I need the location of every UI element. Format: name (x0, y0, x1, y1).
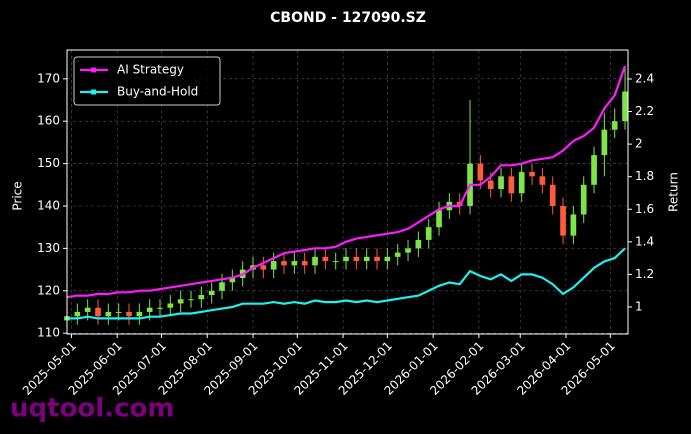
candle-body (343, 256, 349, 262)
return-line (67, 247, 626, 320)
chart-title: CBOND - 127090.SZ (270, 10, 426, 26)
candle-body (157, 307, 163, 309)
candle-body (394, 252, 401, 257)
y2-tick-label: 1.6 (635, 202, 654, 216)
y-axis-label: Price (11, 181, 25, 210)
candle-body (570, 214, 577, 236)
candle-body (508, 176, 515, 194)
y2-tick-label: 2 (635, 137, 643, 151)
y2-axis-label: Return (667, 172, 681, 212)
legend-label: AI Strategy (117, 63, 184, 77)
y2-tick-label: 2.4 (635, 71, 654, 85)
y-tick-label: 120 (37, 283, 60, 297)
candle-body (260, 265, 267, 270)
candle-body (177, 299, 184, 304)
y2-tick-label: 1.4 (635, 234, 654, 248)
candle-body (95, 307, 101, 317)
candle-body (539, 176, 546, 185)
candle-body (312, 256, 318, 266)
y-tick-label: 150 (37, 156, 60, 170)
legend-marker (91, 67, 96, 73)
candle-body (74, 311, 81, 317)
candle-body (487, 180, 494, 190)
y2-tick-label: 2.2 (635, 104, 654, 118)
y-tick-label: 130 (37, 241, 60, 255)
candle-body (611, 121, 618, 130)
y-tick-label: 140 (37, 198, 60, 212)
candle-body (146, 307, 153, 312)
candle-body (281, 261, 287, 266)
candle-body (384, 256, 391, 262)
candle-body (332, 261, 339, 263)
candle-body (84, 307, 91, 312)
candle-body (270, 261, 277, 270)
plot-frame (66, 49, 629, 335)
y2-tick-label: 1.8 (635, 169, 654, 183)
candle-body (208, 290, 215, 296)
candle-body (591, 155, 597, 185)
candle-body (188, 299, 194, 301)
candle-body (167, 303, 174, 308)
candle-body (301, 261, 308, 266)
candle-body (425, 227, 432, 240)
candle-body (219, 282, 225, 291)
candle-body (580, 184, 587, 215)
legend-label: Buy-and-Hold (117, 85, 198, 99)
legend-marker (91, 89, 96, 95)
y-tick-label: 110 (37, 326, 60, 340)
candle-body (436, 210, 442, 228)
legend-box (73, 56, 221, 106)
candle-body (405, 248, 411, 253)
candle-body (126, 311, 132, 317)
candle-body (363, 256, 370, 262)
y2-tick-label: 1.2 (635, 267, 654, 281)
return-line (66, 65, 627, 299)
candle-body (415, 239, 422, 249)
candle-body (353, 256, 360, 262)
candle-body (529, 172, 535, 177)
candle-body (549, 184, 556, 206)
candle-body (198, 295, 205, 300)
candle-body (136, 311, 143, 317)
candle-body (518, 172, 525, 194)
candle-body (374, 256, 380, 262)
y-tick-label: 170 (37, 71, 60, 85)
candle-body (498, 176, 504, 190)
legend: AI Strategy Buy-and-Hold (73, 56, 221, 106)
watermark: uqtool.com (10, 394, 174, 424)
candle-body (322, 256, 329, 262)
candle-body (115, 311, 122, 313)
candle-body (601, 129, 608, 156)
candle-body (622, 91, 628, 122)
candle-body (560, 205, 566, 236)
candle-body (105, 311, 112, 317)
y-tick-label: 160 (37, 114, 60, 128)
candle-body (477, 163, 484, 181)
candle-body (229, 278, 236, 283)
candle-body (291, 261, 298, 266)
y2-tick-label: 1 (635, 299, 643, 313)
